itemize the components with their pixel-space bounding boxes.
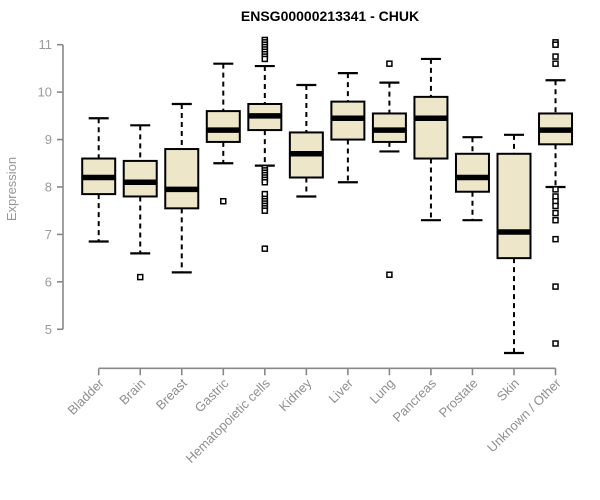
box-lung	[371, 60, 407, 278]
outlier-point	[261, 55, 269, 63]
x-tick-label-brain: Brain	[116, 376, 148, 408]
outlier-point	[552, 209, 559, 217]
x-tick-label-kidney: Kidney	[276, 375, 315, 414]
outlier-point	[386, 60, 393, 67]
outlier-point	[386, 271, 393, 278]
outlier-point	[552, 53, 559, 60]
box-skin	[496, 133, 532, 355]
iqr-box	[496, 152, 532, 260]
outlier-point	[552, 41, 559, 48]
outlier-point	[552, 186, 559, 193]
iqr-box	[205, 110, 241, 143]
x-tick-label-prostate: Prostate	[436, 376, 481, 421]
box-pancreas	[413, 57, 449, 222]
y-tick-label: 5	[45, 322, 52, 337]
outlier-point	[552, 283, 559, 290]
outlier-point	[552, 216, 559, 224]
iqr-box	[122, 159, 158, 198]
y-axis-label: Expression	[4, 157, 19, 221]
y-tick-label: 6	[45, 274, 52, 289]
chart-title: ENSG00000213341 - CHUK	[241, 8, 419, 24]
outlier-point	[552, 202, 559, 210]
box-series	[81, 36, 574, 355]
outlier-point	[261, 207, 269, 214]
box-kidney	[288, 83, 324, 198]
outlier-point	[552, 340, 559, 347]
x-tick-label-liver: Liver	[325, 375, 356, 406]
box-brain	[122, 124, 158, 281]
iqr-box	[454, 152, 490, 193]
outlier-point	[552, 60, 559, 67]
x-tick-label-bladder: Bladder	[65, 375, 108, 418]
x-tick-label-skin: Skin	[494, 376, 522, 404]
x-tick-label-gastric: Gastric	[192, 375, 232, 415]
x-tick-label-unknown-other: Unknown / Other	[484, 375, 564, 455]
outlier-point	[220, 197, 227, 205]
y-tick-label: 7	[45, 227, 52, 242]
iqr-box	[413, 95, 449, 160]
outlier-point	[552, 235, 559, 243]
outlier-point	[261, 245, 269, 252]
box-liver	[330, 72, 366, 184]
box-hematopoietic-cells	[247, 36, 283, 252]
box-gastric	[205, 62, 241, 205]
y-axis: 5 6 7 8 9 10 11	[38, 37, 64, 337]
y-tick-label: 10	[38, 85, 52, 100]
x-tick-label-lung: Lung	[366, 376, 397, 407]
outlier-point	[136, 273, 144, 281]
box-breast	[164, 102, 200, 274]
x-tick-label-breast: Breast	[153, 375, 190, 412]
iqr-box	[164, 148, 200, 210]
outlier-point	[261, 178, 269, 186]
y-tick-label: 9	[45, 132, 52, 147]
box-prostate	[454, 136, 490, 222]
box-bladder	[81, 117, 117, 243]
box-unknown-other	[538, 39, 574, 347]
y-tick-label: 8	[45, 179, 52, 194]
y-tick-label: 11	[39, 37, 53, 52]
x-tick-label-pancreas: Pancreas	[390, 375, 440, 425]
